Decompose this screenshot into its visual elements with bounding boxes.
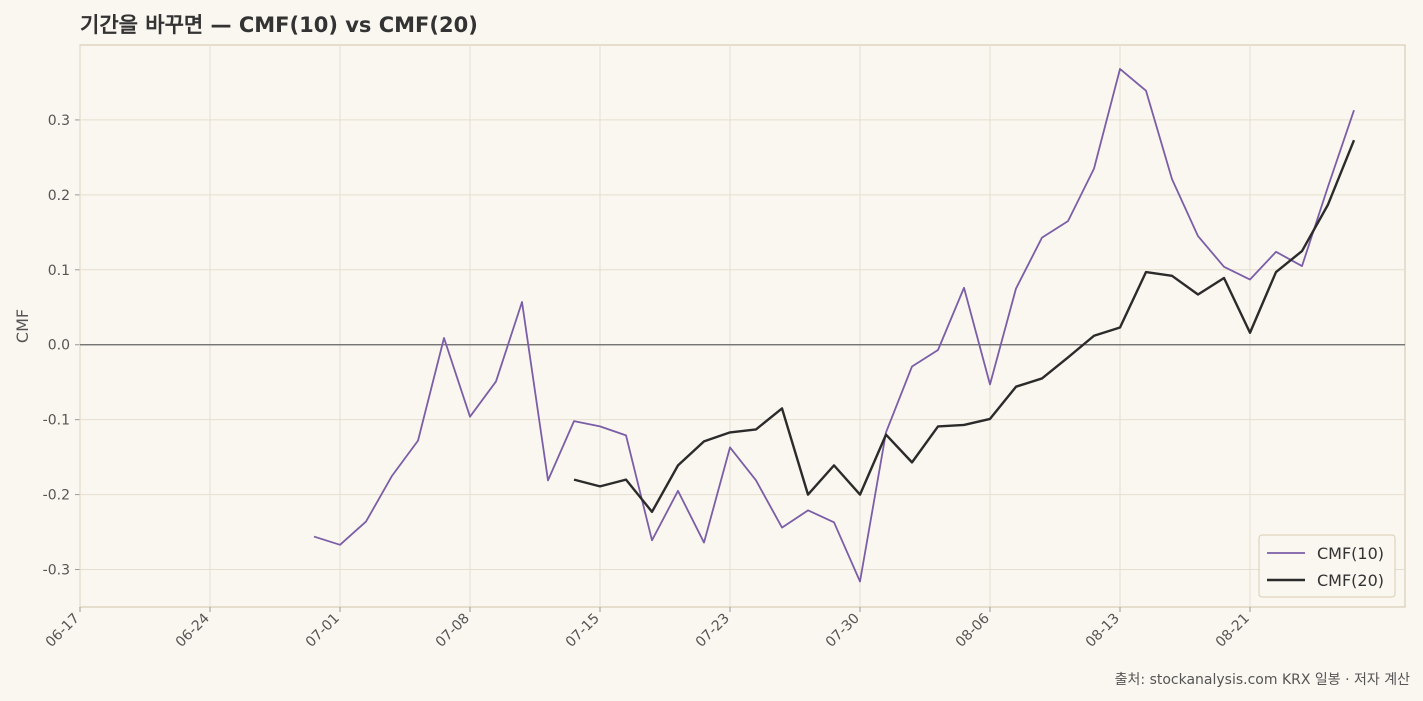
x-tick-label: 08-13: [1083, 611, 1123, 651]
x-tick-label: 07-01: [303, 611, 343, 651]
series-line: [313, 68, 1355, 583]
x-tick-label: 06-17: [43, 611, 83, 651]
chart-title: 기간을 바꾸면 — CMF(10) vs CMF(20): [80, 13, 478, 37]
source-note: 출처: stockanalysis.com KRX 일봉 · 저자 계산: [1115, 672, 1410, 688]
x-tick-label: 06-24: [173, 610, 213, 650]
legend-label: CMF(20): [1317, 571, 1384, 590]
plot-area: [79, 44, 1406, 608]
x-tick-label: 07-08: [433, 611, 473, 651]
y-tick-label: -0.3: [43, 563, 70, 579]
legend-box: [1258, 534, 1396, 598]
x-tick-label: 08-06: [953, 610, 993, 650]
y-tick-label: -0.2: [43, 488, 70, 504]
x-tick-label: 07-15: [563, 611, 603, 651]
y-tick-label: 0.0: [48, 338, 70, 354]
x-tick-label: 07-30: [823, 611, 863, 651]
y-tick-label: 0.1: [48, 263, 70, 279]
legend: CMF(10) CMF(20): [1258, 534, 1396, 598]
y-axis-label: CMF: [13, 309, 32, 343]
y-tick-label: 0.2: [48, 188, 70, 204]
y-tick-label: -0.1: [43, 413, 70, 429]
series-line: [573, 139, 1356, 514]
legend-label: CMF(10): [1317, 544, 1384, 563]
x-tick-label: 08-21: [1213, 611, 1253, 651]
y-tick-label: 0.3: [48, 113, 70, 129]
x-tick-label: 07-23: [693, 611, 733, 651]
